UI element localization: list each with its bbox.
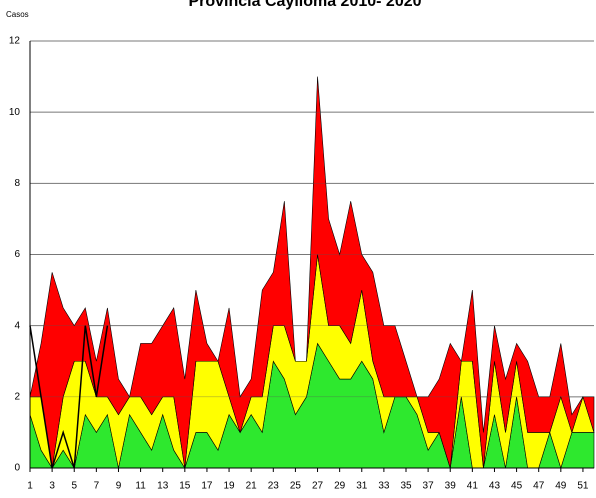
- x-tick-label: 29: [334, 481, 346, 492]
- x-tick-label: 27: [312, 481, 324, 492]
- x-tick-label: 43: [489, 481, 501, 492]
- x-tick-label: 51: [577, 481, 589, 492]
- x-tick-label: 13: [157, 481, 169, 492]
- x-tick-label: 37: [423, 481, 435, 492]
- y-axis-label: Casos: [6, 10, 29, 19]
- y-tick-label: 2: [14, 391, 20, 402]
- y-tick-label: 0: [14, 463, 20, 474]
- y-tick-label: 6: [14, 249, 20, 260]
- x-tick-label: 11: [135, 481, 146, 492]
- x-tick-label: 31: [356, 481, 368, 492]
- line: [29, 325, 109, 469]
- x-tick-label: 39: [445, 481, 457, 492]
- x-tick-label: 7: [94, 481, 100, 492]
- x-tick-label: 33: [378, 481, 390, 492]
- x-tick-label: 21: [246, 481, 258, 492]
- x-tick-label: 25: [290, 481, 302, 492]
- area: [29, 76, 595, 469]
- x-tick-label: 9: [116, 481, 122, 492]
- x-tick-label: 47: [533, 481, 545, 492]
- y-tick-label: 12: [9, 36, 21, 47]
- x-tick-label: 19: [223, 481, 235, 492]
- x-tick-label: 1: [27, 481, 33, 492]
- x-tick-label: 15: [179, 481, 191, 492]
- x-tick-label: 17: [201, 481, 213, 492]
- x-tick-label: 3: [49, 481, 55, 492]
- x-tick-label: 5: [71, 481, 77, 492]
- x-tick-label: 41: [467, 481, 479, 492]
- x-tick-label: 35: [400, 481, 412, 492]
- chart-title: Provincia Caylloma 2010- 2020: [188, 0, 421, 10]
- y-tick-label: 10: [9, 107, 21, 118]
- x-tick-label: 49: [555, 481, 567, 492]
- y-tick-label: 4: [14, 320, 20, 331]
- x-tick-label: 23: [268, 481, 280, 492]
- y-tick-label: 8: [14, 178, 20, 189]
- x-tick-label: 45: [511, 481, 523, 492]
